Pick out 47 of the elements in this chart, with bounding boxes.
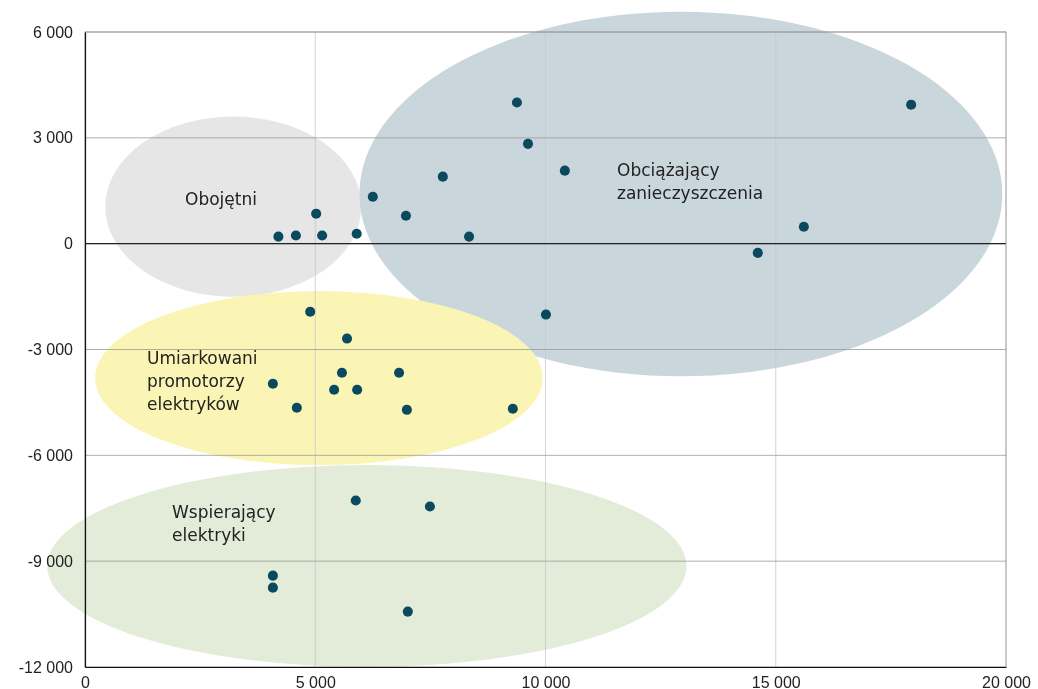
point xyxy=(317,230,328,241)
y-tick-label: -9 000 xyxy=(27,552,74,570)
point xyxy=(267,582,278,593)
y-tick-label: 3 000 xyxy=(32,129,74,147)
x-tick-label: 20 000 xyxy=(982,674,1032,689)
point xyxy=(540,309,552,320)
annotation: Umiarkowani promotorzy elektryków xyxy=(147,348,258,414)
y-tick-label: -12 000 xyxy=(18,658,74,676)
point xyxy=(267,570,278,581)
point xyxy=(752,247,763,258)
point xyxy=(351,228,362,239)
point xyxy=(906,99,917,110)
y-tick-label: 0 xyxy=(64,235,74,253)
x-tick-label: 5 000 xyxy=(295,674,336,689)
point xyxy=(336,367,348,378)
point xyxy=(267,378,278,389)
point xyxy=(350,495,361,506)
point xyxy=(402,606,413,617)
annotation: Obojętni xyxy=(185,189,257,209)
x-tick-label: 15 000 xyxy=(751,674,801,689)
point xyxy=(424,501,435,512)
point xyxy=(273,231,284,242)
x-tick-label: 10 000 xyxy=(521,674,571,689)
point xyxy=(437,171,448,182)
point xyxy=(401,404,412,415)
point xyxy=(798,221,809,232)
point xyxy=(341,333,353,344)
point xyxy=(559,165,570,176)
point xyxy=(290,230,301,241)
point xyxy=(464,231,475,242)
point xyxy=(511,97,522,108)
point xyxy=(507,403,518,414)
point xyxy=(367,191,378,202)
point xyxy=(352,384,363,395)
y-tick-label: -3 000 xyxy=(27,341,74,359)
point xyxy=(400,210,412,221)
annotation: Obciążający zanieczyszczenia xyxy=(617,160,764,203)
y-tick-label: 6 000 xyxy=(32,23,74,41)
annotation: Wspierający elektryki xyxy=(172,502,276,545)
point xyxy=(329,384,340,395)
x-tick-label: 0 xyxy=(81,674,91,689)
point xyxy=(291,402,302,413)
point xyxy=(394,367,405,378)
y-tick-label: -6 000 xyxy=(27,446,74,464)
point xyxy=(305,306,316,317)
point xyxy=(522,138,534,149)
point xyxy=(311,208,322,219)
